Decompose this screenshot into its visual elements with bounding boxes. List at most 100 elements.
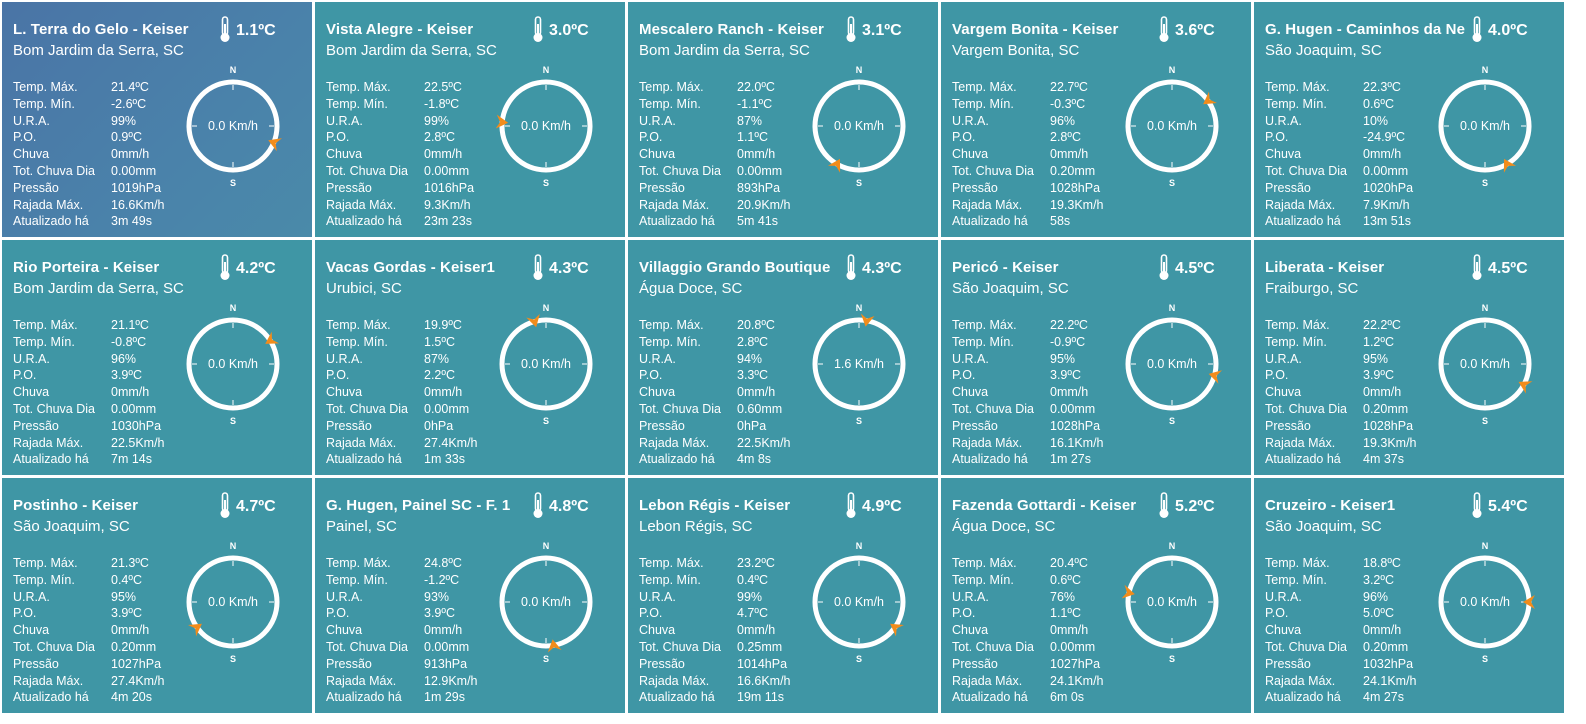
stat-label: Rajada Máx.	[326, 197, 397, 212]
station-location: Bom Jardim da Serra, SC	[13, 42, 184, 59]
compass-label-s: S	[856, 654, 862, 664]
stat-value: 22.7ºC	[1050, 80, 1088, 94]
station-location: Fraiburgo, SC	[1265, 280, 1359, 297]
stat-value: 99%	[111, 113, 137, 128]
wind-speed: 0.0 Km/h	[208, 357, 258, 371]
station-card[interactable]: Vista Alegre - Keiser Bom Jardim da Serr…	[315, 2, 625, 237]
stat-row-po: P.O. 0.9ºC	[13, 129, 165, 146]
stat-row-temp-min: Temp. Mín. 1.5ºC	[326, 334, 478, 351]
stat-value: 0mm/h	[1363, 385, 1402, 400]
station-card[interactable]: Fazenda Gottardi - Keiser Água Doce, SC …	[941, 478, 1251, 713]
stat-label: Atualizado há	[639, 214, 715, 229]
stat-value: 19m 11s	[737, 690, 785, 705]
station-location: São Joaquim, SC	[1265, 42, 1382, 59]
stat-value: 24.1Km/h	[1363, 673, 1417, 688]
stat-label: Atualizado há	[952, 214, 1028, 229]
station-stats: Temp. Máx. 21.3ºC Temp. Mín. 0.4ºC U.R.A. 95%…	[13, 555, 165, 706]
station-card[interactable]: Liberata - Keiser Fraiburgo, SC 4.5ºC Te…	[1254, 240, 1564, 475]
station-card[interactable]: Lebon Régis - Keiser Lebon Régis, SC 4.9…	[628, 478, 938, 713]
wind-speed: 0.0 Km/h	[521, 595, 571, 609]
station-location: Bom Jardim da Serra, SC	[13, 280, 184, 297]
stat-row-updated: Atualizado há 4m 8s	[639, 451, 791, 468]
stat-value: 21.4ºC	[111, 80, 149, 94]
station-location: Bom Jardim da Serra, SC	[326, 42, 497, 59]
stat-label: Pressão	[952, 180, 998, 195]
stat-row-ura: U.R.A. 95%	[13, 589, 165, 606]
station-card[interactable]: Pericó - Keiser São Joaquim, SC 4.5ºC Te…	[941, 240, 1251, 475]
compass-ring	[186, 317, 280, 411]
wind-direction-arrow-icon	[496, 114, 509, 129]
station-card[interactable]: Cruzeiro - Keiser1 São Joaquim, SC 5.4ºC…	[1254, 478, 1564, 713]
stat-value: 94%	[737, 351, 763, 366]
station-location: São Joaquim, SC	[1265, 518, 1382, 535]
stat-value: 0mm/h	[737, 147, 776, 162]
wind-compass: NSEW0.0 Km/h	[1122, 541, 1219, 664]
stat-row-gust: Rajada Máx. 16.6Km/h	[13, 197, 165, 214]
stat-value: 2.8ºC	[1050, 130, 1081, 145]
station-card[interactable]: G. Hugen - Caminhos da Neve São Joaquim,…	[1254, 2, 1564, 237]
stat-label: U.R.A.	[13, 589, 50, 604]
station-card[interactable]: Mescalero Ranch - Keiser Bom Jardim da S…	[628, 2, 938, 237]
stat-row-rain-day: Tot. Chuva Dia 0.00mm	[13, 401, 165, 418]
stat-value: 0mm/h	[424, 147, 463, 162]
stat-value: 20.4ºC	[1050, 556, 1088, 570]
stat-label: Tot. Chuva Dia	[1265, 163, 1347, 178]
stat-value: 13m 51s	[1363, 214, 1411, 229]
station-card[interactable]: L. Terra do Gelo - Keiser Bom Jardim da …	[2, 2, 312, 237]
stat-row-temp-max: Temp. Máx. 22.3ºC	[1265, 79, 1413, 96]
stat-value: 1m 27s	[1050, 452, 1091, 467]
stat-value: 7.9Km/h	[1363, 197, 1410, 212]
stat-label: Rajada Máx.	[639, 673, 710, 688]
stat-value: 1028hPa	[1363, 418, 1414, 433]
stat-row-ura: U.R.A. 95%	[952, 351, 1104, 368]
stat-row-pressure: Pressão 1028hPa	[952, 180, 1104, 197]
stat-row-gust: Rajada Máx. 12.9Km/h	[326, 673, 478, 690]
station-grid: L. Terra do Gelo - Keiser Bom Jardim da …	[2, 2, 1568, 718]
stat-value: 96%	[1363, 589, 1389, 604]
station-card[interactable]: Postinho - Keiser São Joaquim, SC 4.7ºC …	[2, 478, 312, 713]
stat-label: Chuva	[1265, 385, 1302, 400]
stat-row-gust: Rajada Máx. 20.9Km/h	[639, 197, 791, 214]
stat-value: 0.4ºC	[111, 572, 142, 587]
stat-row-pressure: Pressão 1027hPa	[952, 656, 1104, 673]
compass-label-n: N	[230, 303, 237, 313]
thermometer-icon	[220, 254, 230, 280]
stat-label: Temp. Mín.	[639, 96, 701, 111]
station-card[interactable]: Villaggio Grando Boutique Água Doce, SC …	[628, 240, 938, 475]
wind-speed: 0.0 Km/h	[521, 119, 571, 133]
stat-value: 0.00mm	[424, 639, 470, 654]
stat-value: 2.8ºC	[737, 334, 768, 349]
stat-row-ura: U.R.A. 99%	[326, 113, 474, 130]
stat-row-ura: U.R.A. 96%	[13, 351, 165, 368]
stat-value: 1.2ºC	[1363, 334, 1394, 349]
stat-value: 99%	[737, 589, 763, 604]
stat-value: 96%	[111, 351, 137, 366]
wind-compass: NSEW0.0 Km/h	[1438, 65, 1532, 188]
station-card[interactable]: Rio Porteira - Keiser Bom Jardim da Serr…	[2, 240, 312, 475]
station-card[interactable]: Vargem Bonita - Keiser Vargem Bonita, SC…	[941, 2, 1251, 237]
stat-row-po: P.O. 3.9ºC	[952, 367, 1104, 384]
stat-value: 10%	[1363, 113, 1389, 128]
stat-label: Rajada Máx.	[952, 197, 1023, 212]
stat-row-po: P.O. 3.3ºC	[639, 367, 791, 384]
compass-label-s: S	[1169, 654, 1175, 664]
stat-row-gust: Rajada Máx. 9.3Km/h	[326, 197, 474, 214]
stat-row-po: P.O. 2.2ºC	[326, 367, 478, 384]
station-card[interactable]: Vacas Gordas - Keiser1 Urubici, SC 4.3ºC…	[315, 240, 625, 475]
compass-label-n: N	[543, 303, 550, 313]
stat-label: U.R.A.	[639, 589, 676, 604]
current-temperature: 1.1ºC	[236, 22, 276, 39]
stat-label: Pressão	[1265, 656, 1311, 671]
station-card[interactable]: G. Hugen, Painel SC - F. 1 Painel, SC 4.…	[315, 478, 625, 713]
wind-compass: NSEW0.0 Km/h	[186, 303, 280, 426]
current-temperature: 4.2ºC	[236, 260, 276, 277]
stat-value: 1.1ºC	[737, 130, 768, 145]
stat-label: Temp. Mín.	[13, 572, 75, 587]
stat-value: 0mm/h	[737, 385, 776, 400]
stat-value: -1.1ºC	[737, 96, 773, 111]
stat-label: U.R.A.	[13, 113, 50, 128]
stat-value: 1028hPa	[1050, 418, 1101, 433]
stat-row-temp-max: Temp. Máx. 22.0ºC	[639, 79, 791, 96]
stat-value: 0.00mm	[1050, 401, 1096, 416]
stat-label: Temp. Máx.	[13, 80, 78, 94]
